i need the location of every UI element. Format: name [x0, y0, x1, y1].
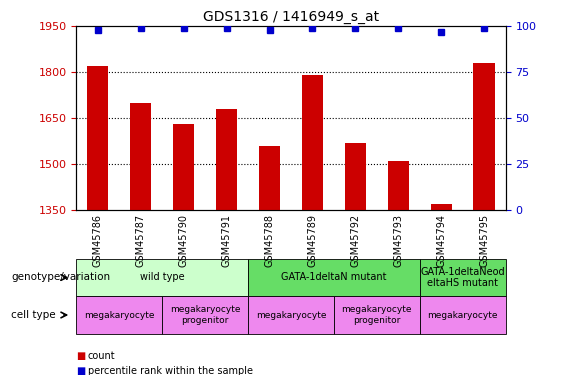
Bar	[216, 109, 237, 210]
Text: GSM45786: GSM45786	[93, 214, 103, 267]
Text: megakaryocyte
progenitor: megakaryocyte progenitor	[170, 305, 240, 325]
Text: megakaryocyte
progenitor: megakaryocyte progenitor	[342, 305, 412, 325]
Text: GSM45791: GSM45791	[221, 214, 232, 267]
Text: GSM45794: GSM45794	[436, 214, 446, 267]
Text: GSM45793: GSM45793	[393, 214, 403, 267]
Text: cell type: cell type	[11, 310, 56, 320]
Bar	[130, 103, 151, 210]
Text: percentile rank within the sample: percentile rank within the sample	[88, 366, 253, 375]
Bar	[259, 146, 280, 210]
Text: genotype/variation: genotype/variation	[11, 273, 110, 282]
Text: GATA-1deltaNeod
eltaHS mutant: GATA-1deltaNeod eltaHS mutant	[420, 267, 505, 288]
Bar	[302, 75, 323, 210]
Bar	[87, 66, 108, 210]
Text: GSM45787: GSM45787	[136, 214, 146, 267]
Bar	[473, 63, 495, 210]
Text: ■: ■	[76, 351, 85, 361]
Title: GDS1316 / 1416949_s_at: GDS1316 / 1416949_s_at	[203, 10, 379, 24]
Text: GSM45789: GSM45789	[307, 214, 318, 267]
Text: megakaryocyte: megakaryocyte	[428, 310, 498, 320]
Text: megakaryocyte: megakaryocyte	[256, 310, 326, 320]
Text: ■: ■	[76, 366, 85, 375]
Text: GSM45790: GSM45790	[179, 214, 189, 267]
Text: GATA-1deltaN mutant: GATA-1deltaN mutant	[281, 273, 386, 282]
Text: GSM45795: GSM45795	[479, 214, 489, 267]
Bar	[388, 161, 409, 210]
Text: GSM45788: GSM45788	[264, 214, 275, 267]
Text: GSM45792: GSM45792	[350, 214, 360, 267]
Text: wild type: wild type	[140, 273, 184, 282]
Bar	[345, 142, 366, 210]
Bar	[431, 204, 452, 210]
Text: count: count	[88, 351, 115, 361]
Text: megakaryocyte: megakaryocyte	[84, 310, 154, 320]
Bar	[173, 124, 194, 210]
